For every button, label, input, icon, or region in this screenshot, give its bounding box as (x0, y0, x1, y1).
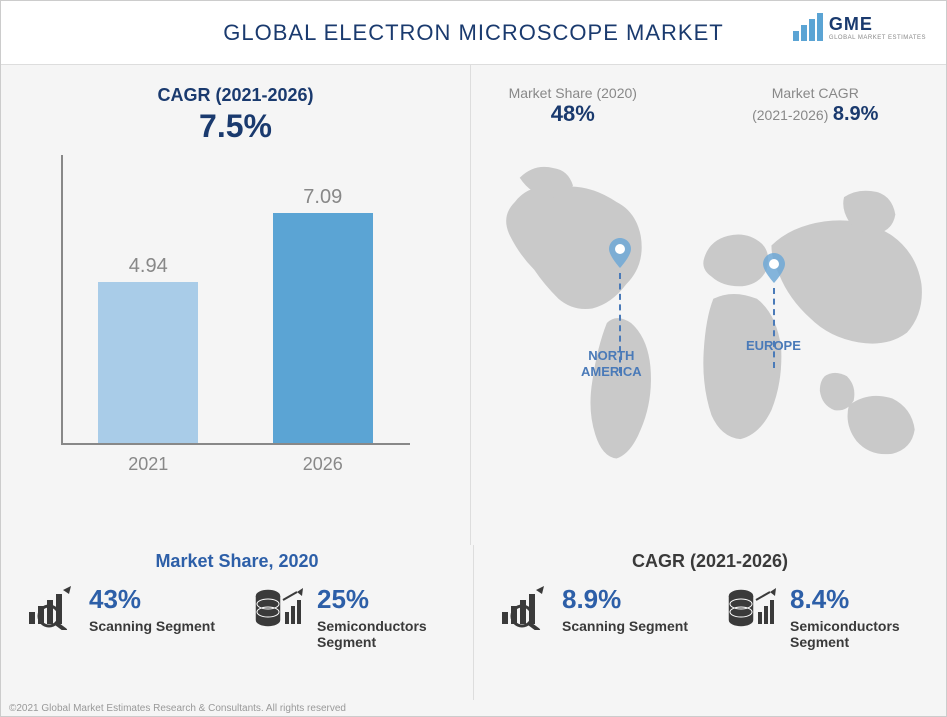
segment-info: 25% Semiconductors Segment (317, 586, 447, 650)
segment-info: 43% Scanning Segment (89, 586, 215, 634)
bar (98, 282, 198, 443)
header: GLOBAL ELECTRON MICROSCOPE MARKET GME GL… (1, 1, 946, 65)
map-cagr-period: (2021-2026) (752, 107, 828, 123)
bar-group: 4.94 (88, 255, 208, 443)
left-panel: CAGR (2021-2026) 7.5% 4.94 7.09 2021 2026 (1, 65, 471, 545)
segment-info: 8.4% Semiconductors Segment (790, 586, 920, 650)
logo-text: GME GLOBAL MARKET ESTIMATES (829, 14, 926, 41)
map-label-row: Market Share (2020) 48% Market CAGR (202… (451, 85, 936, 127)
bar (273, 213, 373, 443)
segment-icon (27, 586, 77, 630)
bottom-right: CAGR (2021-2026) 8.9% Scanning Segment (474, 545, 946, 700)
bars-container: 4.94 7.09 (61, 155, 410, 443)
right-panel: Market Share (2020) 48% Market CAGR (202… (471, 65, 946, 545)
map-cagr-value: 8.9% (833, 103, 879, 125)
cagr-value: 7.5% (31, 108, 440, 145)
segment-icon (255, 586, 305, 630)
x-label: 2021 (88, 454, 208, 475)
logo-bars-icon (793, 13, 823, 41)
db-chart-icon (728, 586, 778, 630)
pin-icon (763, 253, 785, 283)
chart-search-icon (27, 586, 77, 630)
x-labels: 2021 2026 (61, 454, 410, 475)
bar-group: 7.09 (263, 186, 383, 443)
segment-value: 43% (89, 586, 215, 612)
segment-label: Scanning Segment (89, 618, 215, 634)
map-cagr-label: Market CAGR (772, 85, 859, 101)
segment: 43% Scanning Segment (27, 586, 215, 650)
bottom-row: Market Share, 2020 43% Scanning Segment (1, 545, 946, 700)
db-chart-icon (255, 586, 305, 630)
segment-label: Scanning Segment (562, 618, 688, 634)
segment-info: 8.9% Scanning Segment (562, 586, 688, 634)
segment-value: 25% (317, 586, 447, 612)
share-value: 48% (509, 101, 637, 127)
segment-label: Semiconductors Segment (790, 618, 920, 650)
map-cagr-block: Market CAGR (2021-2026) 8.9% (752, 85, 878, 127)
brand-logo: GME GLOBAL MARKET ESTIMATES (793, 13, 926, 41)
segment: 25% Semiconductors Segment (255, 586, 447, 650)
world-map-svg (481, 133, 936, 513)
chart-search-icon (500, 586, 550, 630)
bar-value: 4.94 (129, 255, 168, 278)
section-title-left: Market Share, 2020 (155, 551, 318, 572)
x-label: 2026 (263, 454, 383, 475)
region-label: EUROPE (746, 338, 801, 354)
segment-label: Semiconductors Segment (317, 618, 447, 650)
segment: 8.9% Scanning Segment (500, 586, 688, 650)
region-label: NORTHAMERICA (581, 348, 642, 379)
pin-line (773, 288, 775, 368)
copyright: ©2021 Global Market Estimates Research &… (9, 703, 346, 714)
bar-value: 7.09 (303, 186, 342, 209)
bar-chart: 4.94 7.09 2021 2026 (61, 155, 410, 475)
section-title-right: CAGR (2021-2026) (632, 551, 788, 572)
pin-icon (609, 238, 631, 268)
x-axis (61, 443, 410, 445)
segments-left: 43% Scanning Segment 25% Semiconductors … (27, 586, 447, 650)
page-title: GLOBAL ELECTRON MICROSCOPE MARKET (223, 20, 723, 46)
segment-icon (500, 586, 550, 630)
bottom-left: Market Share, 2020 43% Scanning Segment (1, 545, 474, 700)
main-panels: CAGR (2021-2026) 7.5% 4.94 7.09 2021 2026… (1, 65, 946, 545)
segment-value: 8.4% (790, 586, 920, 612)
logo-sub: GLOBAL MARKET ESTIMATES (829, 35, 926, 41)
segment: 8.4% Semiconductors Segment (728, 586, 920, 650)
segment-icon (728, 586, 778, 630)
share-label: Market Share (2020) (509, 85, 637, 101)
segment-value: 8.9% (562, 586, 688, 612)
share-block: Market Share (2020) 48% (509, 85, 637, 127)
logo-main: GME (829, 14, 926, 35)
world-map: NORTHAMERICA EUROPE (481, 133, 936, 513)
cagr-label: CAGR (2021-2026) (31, 85, 440, 106)
segments-right: 8.9% Scanning Segment 8.4% Semiconductor… (500, 586, 920, 650)
